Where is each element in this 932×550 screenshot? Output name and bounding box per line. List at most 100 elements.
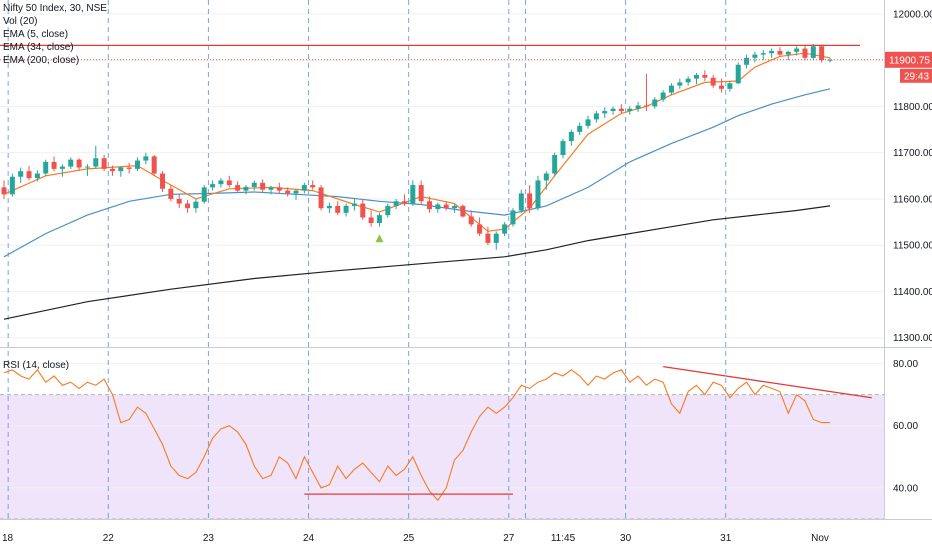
time-tick-label: 18 xyxy=(2,533,14,544)
ema34-line xyxy=(3,88,831,258)
candle-body xyxy=(485,233,491,243)
candle-body xyxy=(385,205,391,216)
candle-body xyxy=(351,203,357,206)
candle-body xyxy=(168,188,174,199)
candle-body xyxy=(744,57,750,65)
candle-body xyxy=(427,201,433,210)
candle-body xyxy=(602,111,608,114)
candle-body xyxy=(93,158,99,167)
rsi-line xyxy=(3,368,830,502)
time-tick-label: 27 xyxy=(503,533,515,544)
candle-body xyxy=(243,186,249,191)
rsi-band xyxy=(0,394,884,519)
time-tick-label: Nov xyxy=(811,533,829,544)
candle-body xyxy=(301,185,307,191)
candle-body xyxy=(335,205,341,213)
candle-body xyxy=(510,210,516,225)
candle-body xyxy=(635,105,641,109)
countdown-label: 29:43 xyxy=(904,71,929,82)
candle-body xyxy=(710,77,716,86)
price-tick-label: 11300.00 xyxy=(893,333,932,344)
candle-body xyxy=(777,50,783,55)
candle-body xyxy=(43,161,49,174)
candle-body xyxy=(210,184,216,188)
candle-body xyxy=(410,185,416,204)
rsi-legend: RSI (14, close) xyxy=(3,359,69,372)
session-breaks-layer xyxy=(7,0,727,519)
candle-body xyxy=(201,187,207,202)
candle-body xyxy=(460,205,466,217)
price-tick-label: 11700.00 xyxy=(893,148,932,159)
legend-rsi[interactable]: RSI (14, close) xyxy=(3,360,70,371)
candle-body xyxy=(109,168,115,172)
candle-body xyxy=(727,83,733,89)
candle-body xyxy=(293,190,299,194)
candle-body xyxy=(535,180,541,209)
candle-body xyxy=(769,50,775,54)
candle-body xyxy=(51,161,57,169)
candle-body xyxy=(677,82,683,86)
time-tick-label: 31 xyxy=(720,533,732,544)
candle-body xyxy=(560,141,566,155)
axis-layer: 12000.0011900.0011800.0011700.0011600.00… xyxy=(2,9,932,544)
candle-body xyxy=(9,176,15,195)
candle-body xyxy=(251,182,257,187)
price-tick-label: 12000.00 xyxy=(893,9,932,20)
buy-signal-marker xyxy=(375,234,384,243)
candle-body xyxy=(643,105,649,107)
time-tick-label: 24 xyxy=(303,533,315,544)
candle-body xyxy=(785,51,791,55)
candle-body xyxy=(502,224,508,234)
candle-body xyxy=(627,108,633,112)
candle-body xyxy=(134,160,140,169)
grid-layer xyxy=(0,0,932,520)
candle-body xyxy=(518,193,524,211)
last-price-badge xyxy=(885,51,932,68)
legend-symbol[interactable]: Nifty 50 Index, 30, NSE xyxy=(3,3,107,14)
rsi-tick-label: 80.00 xyxy=(893,359,918,370)
candle-body xyxy=(760,53,766,55)
candle-body xyxy=(176,198,182,204)
candle-body xyxy=(794,48,800,52)
candle-body xyxy=(735,64,741,84)
candle-body xyxy=(218,180,224,185)
rsi-layer xyxy=(3,366,872,502)
candle-body xyxy=(193,201,199,209)
candle-body xyxy=(118,167,124,172)
candle-body xyxy=(694,74,700,79)
candle-body xyxy=(610,108,616,112)
candle-body xyxy=(618,108,624,112)
price-tick-label: 11400.00 xyxy=(893,287,932,298)
price-tick-label: 11500.00 xyxy=(893,241,932,252)
price-tick-label: 11600.00 xyxy=(893,194,932,205)
candle-body xyxy=(343,205,349,213)
legend-ema200[interactable]: EMA (200, close) xyxy=(3,55,80,66)
candle-body xyxy=(577,125,583,132)
candle-body xyxy=(143,156,149,161)
candle-body xyxy=(160,173,166,189)
countdown-badge xyxy=(900,68,932,83)
candle-body xyxy=(34,173,40,179)
candle-body xyxy=(418,185,424,202)
legend-ema34[interactable]: EMA (34, close) xyxy=(3,42,74,53)
candle-body xyxy=(360,203,366,218)
candle-body xyxy=(593,113,599,120)
candle-body xyxy=(26,171,32,179)
legend-vol[interactable]: Vol (20) xyxy=(3,16,38,27)
candle-body xyxy=(376,215,382,224)
main-legend: Nifty 50 Index, 30, NSE Vol (20) EMA (5,… xyxy=(3,2,107,67)
candle-body xyxy=(802,48,808,58)
candle-body xyxy=(452,205,458,209)
candle-body xyxy=(368,217,374,224)
legend-ema5[interactable]: EMA (5, close) xyxy=(3,29,69,40)
time-tick-label: 11:45 xyxy=(551,533,576,544)
candle-body xyxy=(652,99,658,107)
price-tick-label: 11800.00 xyxy=(893,102,932,113)
candle-body xyxy=(752,54,758,58)
candle-body xyxy=(285,190,291,194)
last-price-label: 11900.75 xyxy=(889,55,930,66)
rsi-tick-label: 60.00 xyxy=(893,421,918,432)
candle-body xyxy=(552,154,558,174)
